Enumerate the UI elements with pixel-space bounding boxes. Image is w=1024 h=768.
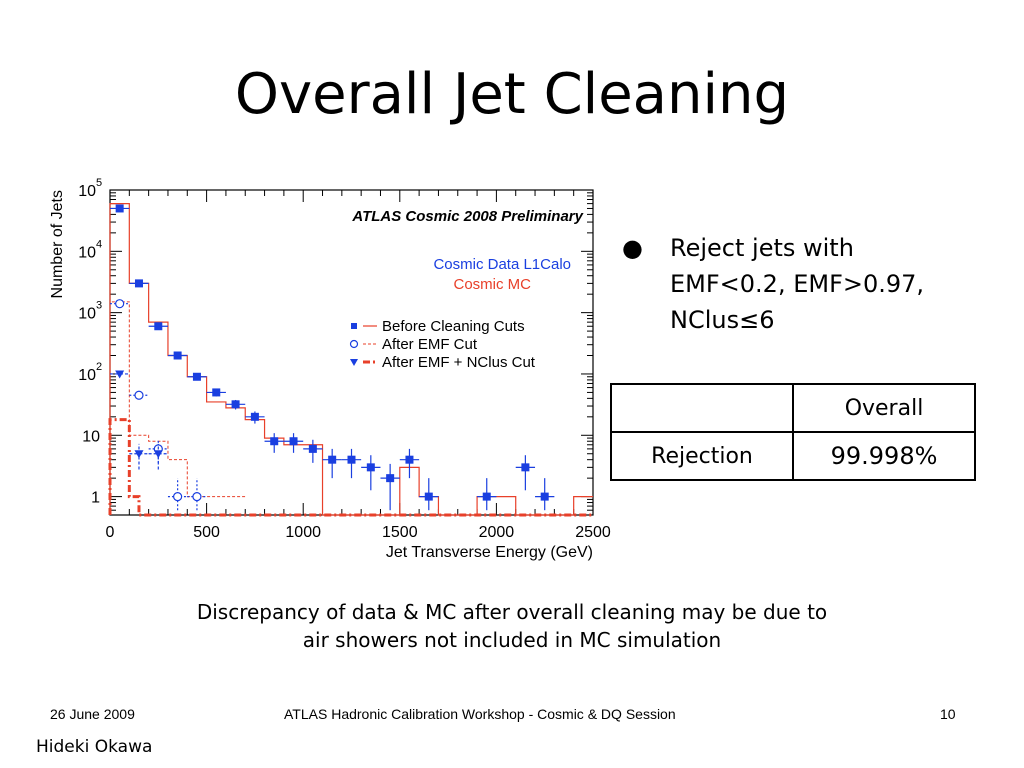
slide-title: Overall Jet Cleaning: [234, 62, 790, 127]
x-tick-label: 2000: [479, 524, 515, 541]
data-point-circle: [192, 492, 202, 502]
y-tick-label-group: 10: [82, 428, 100, 445]
data-point-square: [173, 351, 182, 360]
rejection-table: Overall Rejection 99.998%: [610, 383, 976, 481]
data-label: Cosmic Data L1Calo: [433, 256, 571, 273]
y-tick-exponent: 4: [96, 238, 102, 250]
data-point-square: [192, 372, 201, 381]
bullet-line-2: EMF<0.2, EMF>0.97,: [670, 270, 925, 298]
data-point-square: [366, 463, 375, 472]
data-point-square: [231, 400, 240, 409]
data-point-square: [521, 463, 530, 472]
data-point-square: [405, 455, 414, 464]
y-tick-label: 1: [91, 490, 100, 507]
y-tick-label-group: 10 2: [78, 361, 102, 384]
mc-label: Cosmic MC: [454, 276, 532, 293]
y-tick-label-group: 1: [91, 490, 100, 507]
author-name: Hideki Okawa: [36, 737, 153, 757]
x-tick-label: 2500: [575, 524, 611, 541]
data-point-square: [540, 492, 549, 501]
y-tick-label-group: 10 3: [78, 300, 102, 323]
caption-line-2: air showers not included in MC simulatio…: [302, 628, 722, 652]
data-point-triangle: [153, 450, 163, 459]
data-point-circle: [134, 390, 144, 400]
legend-label: After EMF + NClus Cut: [382, 354, 536, 371]
y-tick-exponent: 2: [96, 361, 102, 373]
mc-histogram-line: [109, 301, 246, 515]
footer-page-number: 10: [940, 706, 956, 722]
bullet-line-1: Reject jets with: [670, 234, 854, 262]
mc-histogram-line: [108, 418, 593, 517]
data-point-square: [328, 455, 337, 464]
legend-marker-square: [351, 323, 357, 329]
x-tick-label: 1000: [285, 524, 321, 541]
footer-date: 26 June 2009: [50, 706, 135, 722]
table-cell-rejection-label: Rejection: [610, 431, 794, 481]
bullet-line-3: NClus≤6: [670, 306, 775, 334]
data-point-square: [250, 412, 259, 421]
legend-marker-triangle: [350, 359, 358, 366]
x-tick-label: 1500: [382, 524, 418, 541]
legend-label: Before Cleaning Cuts: [382, 318, 525, 335]
table-header-row: Overall: [610, 383, 976, 433]
histogram-chart: 0 500 1000 1500 2000 2500 Jet Transverse Energ…: [49, 177, 611, 561]
y-tick-label-group: 10 4: [78, 238, 102, 261]
chart-annotation: ATLAS Cosmic 2008 Preliminary: [351, 208, 583, 225]
legend-label: After EMF Cut: [382, 336, 478, 353]
y-tick-label: 10: [82, 428, 100, 445]
data-point-square: [154, 322, 163, 331]
caption-line-1: Discrepancy of data & MC after overall c…: [196, 600, 828, 624]
table-row: Rejection 99.998%: [610, 431, 976, 481]
data-point-square: [424, 492, 433, 501]
footer-event: ATLAS Hadronic Calibration Workshop - Co…: [284, 706, 676, 722]
y-tick-label: 10: [78, 244, 96, 261]
data-point-square: [212, 388, 221, 397]
bullet-list: ● Reject jets with EMF<0.2, EMF>0.97, NC…: [622, 230, 1002, 338]
data-point-square: [386, 474, 395, 483]
data-point-circle: [115, 299, 125, 309]
data-point-square: [270, 437, 279, 446]
data-point-square: [289, 437, 298, 446]
bullet-text: Reject jets with EMF<0.2, EMF>0.97, NClu…: [670, 230, 1002, 338]
y-tick-label: 10: [78, 183, 96, 200]
data-point-square: [347, 455, 356, 464]
y-tick-label: 10: [78, 306, 96, 323]
x-tick-label: 500: [193, 524, 220, 541]
x-tick-label: 0: [106, 524, 115, 541]
table-cell-rejection-value: 99.998%: [792, 431, 976, 481]
y-tick-label: 10: [78, 367, 96, 384]
y-tick-exponent: 3: [96, 300, 102, 312]
data-point-square: [115, 204, 124, 213]
slide-caption: Discrepancy of data & MC after overall c…: [0, 598, 1024, 654]
y-tick-exponent: 5: [96, 177, 102, 189]
data-point-square: [308, 444, 317, 453]
data-point-square: [134, 279, 143, 288]
table-header-cell-empty: [610, 383, 794, 433]
bullet-dot-icon: ●: [622, 234, 643, 262]
y-axis-label: Number of Jets: [49, 190, 66, 298]
data-point-circle: [173, 492, 183, 502]
y-tick-label-group: 10 5: [78, 177, 102, 200]
legend-marker-circle: [349, 339, 359, 349]
data-point-square: [482, 492, 491, 501]
data-point-triangle: [115, 370, 125, 379]
table-header-cell-overall: Overall: [792, 383, 976, 433]
data-point-triangle: [134, 450, 144, 459]
x-axis-label: Jet Transverse Energy (GeV): [386, 544, 593, 561]
